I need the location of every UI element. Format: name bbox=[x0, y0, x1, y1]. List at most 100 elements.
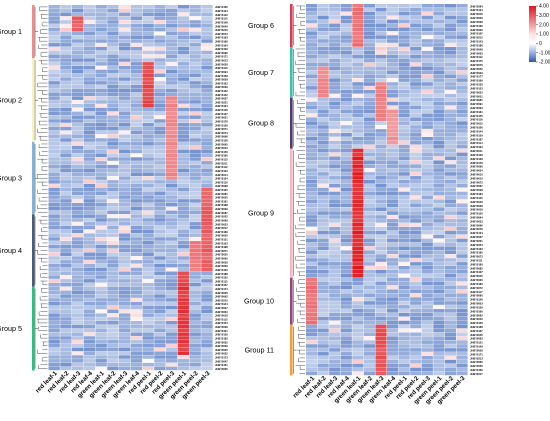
gene-label: JHBY2084 bbox=[470, 4, 483, 8]
heatmap-cell bbox=[444, 352, 457, 356]
heatmap-cell bbox=[201, 336, 213, 340]
group-label: Group 9 bbox=[248, 209, 274, 218]
heatmap-cell bbox=[189, 84, 201, 89]
legend-tick-label: -1.00 bbox=[539, 50, 550, 56]
heatmap-cell bbox=[60, 43, 72, 47]
heatmap-cell bbox=[201, 58, 213, 62]
heatmap-cell bbox=[444, 277, 457, 282]
heatmap-cell bbox=[107, 305, 119, 310]
heatmap-cell bbox=[421, 43, 433, 47]
heatmap-cell bbox=[410, 324, 422, 329]
heatmap-cell bbox=[340, 363, 352, 368]
heatmap-cell bbox=[329, 199, 341, 204]
heatmap-cell bbox=[329, 191, 341, 196]
heatmap-cell bbox=[60, 225, 72, 230]
heatmap-cell bbox=[317, 160, 329, 165]
heatmap-cell bbox=[130, 43, 143, 47]
heatmap-cell bbox=[83, 256, 96, 260]
heatmap-cell bbox=[60, 191, 72, 196]
heatmap-cell bbox=[72, 195, 84, 199]
heatmap-cell bbox=[189, 290, 201, 295]
heatmap-cell bbox=[154, 149, 166, 154]
heatmap-cell bbox=[352, 363, 364, 368]
heatmap-cell bbox=[375, 215, 387, 219]
gene-label: JHBY0109 bbox=[215, 47, 228, 51]
heatmap-cell bbox=[398, 371, 410, 376]
heatmap-cell bbox=[60, 145, 72, 150]
heatmap-cell bbox=[60, 73, 72, 78]
heatmap-cell bbox=[421, 316, 433, 321]
heatmap-cell bbox=[329, 97, 341, 102]
heatmap-cell bbox=[317, 176, 329, 180]
heatmap-cell bbox=[95, 92, 107, 97]
heatmap-cell bbox=[48, 81, 60, 85]
heatmap-cell bbox=[142, 199, 154, 203]
heatmap-cell bbox=[95, 233, 107, 237]
heatmap-cell bbox=[329, 348, 341, 352]
heatmap-cell bbox=[177, 218, 190, 222]
heatmap-cell bbox=[142, 222, 154, 226]
heatmap-cell bbox=[433, 250, 445, 254]
heatmap-cell bbox=[166, 202, 178, 207]
heatmap-cell bbox=[130, 16, 143, 20]
heatmap-cell bbox=[48, 309, 60, 314]
heatmap-cell bbox=[306, 121, 318, 125]
heatmap-cell bbox=[83, 336, 96, 340]
heatmap-cell bbox=[60, 134, 72, 138]
heatmap-cell bbox=[48, 282, 60, 287]
heatmap-cell bbox=[433, 324, 445, 329]
heatmap-cell bbox=[433, 23, 445, 28]
heatmap-cell bbox=[398, 176, 410, 180]
heatmap-cell bbox=[456, 230, 468, 235]
heatmap-cell bbox=[107, 134, 119, 138]
heatmap-cell bbox=[154, 282, 166, 287]
gene-label: JHBY0131 bbox=[215, 237, 228, 241]
heatmap-cell bbox=[387, 258, 399, 262]
heatmap-cell bbox=[375, 144, 387, 149]
gene-label: JHBY0056 bbox=[470, 364, 483, 368]
gene-label: JHBY0171 bbox=[470, 352, 483, 356]
heatmap-cell bbox=[83, 362, 96, 367]
heatmap-cell bbox=[83, 145, 96, 150]
heatmap-cell bbox=[142, 309, 154, 314]
heatmap-cell bbox=[340, 187, 352, 192]
heatmap-cell bbox=[375, 23, 387, 28]
heatmap-cell bbox=[433, 262, 445, 266]
heatmap-cell bbox=[189, 351, 201, 355]
heatmap-cell bbox=[433, 203, 445, 208]
heatmap-cell bbox=[410, 109, 422, 114]
heatmap-cell bbox=[387, 105, 399, 110]
heatmap-cell bbox=[444, 222, 457, 227]
heatmap-cell bbox=[83, 100, 96, 104]
heatmap-cell bbox=[398, 50, 410, 55]
heatmap-cell bbox=[130, 225, 143, 230]
heatmap-cell bbox=[142, 210, 154, 215]
heatmap-cell bbox=[166, 256, 178, 260]
heatmap-cell bbox=[387, 113, 399, 118]
heatmap-cell bbox=[60, 241, 72, 245]
heatmap-cell bbox=[107, 58, 119, 62]
heatmap-cell bbox=[201, 8, 213, 13]
heatmap-cell bbox=[130, 119, 143, 123]
heatmap-cell bbox=[433, 207, 445, 211]
heatmap-cell bbox=[95, 321, 107, 325]
heatmap-cell bbox=[329, 4, 341, 8]
heatmap-cell bbox=[387, 301, 399, 305]
heatmap-cell bbox=[166, 301, 178, 306]
heatmap-cell bbox=[306, 281, 318, 286]
heatmap-cell bbox=[189, 271, 201, 276]
heatmap-cell bbox=[398, 90, 410, 94]
heatmap-cell bbox=[119, 336, 131, 340]
heatmap-cell bbox=[72, 43, 84, 47]
heatmap-cell bbox=[352, 238, 364, 243]
heatmap-cell bbox=[154, 123, 166, 127]
heatmap-cell bbox=[329, 355, 341, 360]
heatmap-cell bbox=[154, 119, 166, 123]
heatmap-cell bbox=[107, 54, 119, 58]
heatmap-cell bbox=[83, 286, 96, 291]
heatmap-cell bbox=[60, 351, 72, 355]
heatmap-cell bbox=[130, 237, 143, 241]
heatmap-cell bbox=[456, 226, 468, 231]
heatmap-cell bbox=[352, 258, 364, 262]
heatmap-cell bbox=[352, 348, 364, 352]
